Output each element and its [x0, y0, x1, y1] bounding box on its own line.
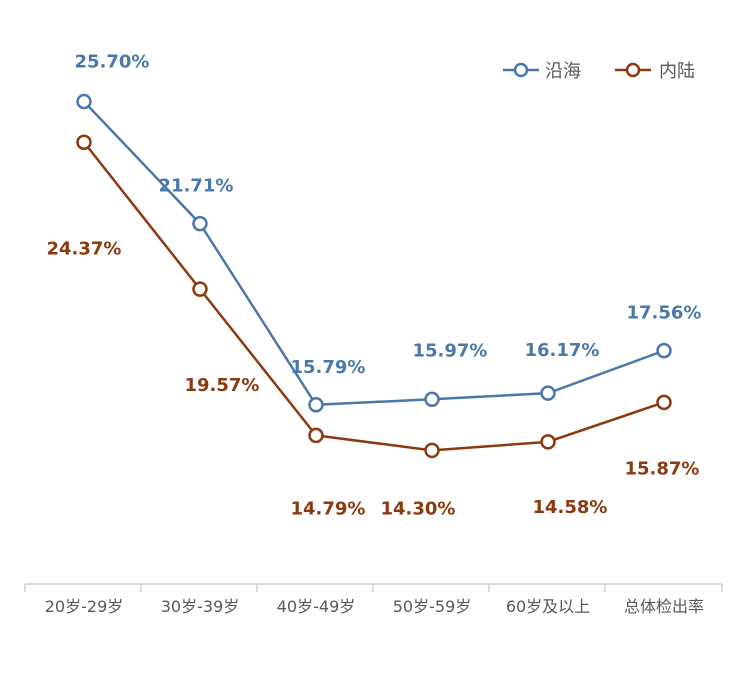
legend-label: 内陆	[659, 61, 695, 82]
x-tick-label: 30岁-39岁	[161, 597, 240, 616]
legend-marker	[625, 62, 641, 78]
data-label: 15.97%	[413, 340, 488, 361]
data-point	[308, 427, 324, 444]
data-point	[656, 342, 672, 359]
data-label: 25.70%	[75, 52, 150, 73]
legend-item-inland: 内陆	[615, 61, 695, 82]
data-label: 15.79%	[291, 357, 366, 378]
data-label: 24.37%	[47, 238, 122, 259]
data-label: 16.17%	[525, 340, 600, 361]
legend-marker	[513, 62, 529, 78]
data-point	[540, 434, 556, 450]
x-axis: 20岁-29岁 30岁-39岁 40岁-49岁 50岁-59岁 60岁及以上 总体检出率	[24, 583, 723, 616]
data-label: 14.58%	[533, 497, 608, 518]
x-tick-label: 60岁及以上	[506, 597, 590, 616]
data-point	[192, 281, 208, 297]
data-label: 17.56%	[627, 303, 702, 324]
data-point	[76, 134, 92, 151]
data-point	[76, 93, 92, 110]
series-layer	[76, 93, 672, 459]
x-tick-label: 20岁-29岁	[45, 597, 124, 616]
legend-item-coastal: 沿海	[503, 61, 581, 82]
data-point	[192, 215, 208, 232]
legend: 沿海 内陆	[503, 61, 695, 82]
data-labels: 25.70% 21.71% 15.79% 15.97% 16.17% 17.56% 24.3…	[47, 52, 702, 520]
data-label: 21.71%	[159, 176, 234, 197]
series-line-coastal	[83, 100, 665, 407]
data-point	[424, 442, 440, 459]
x-tick-label: 40岁-49岁	[277, 597, 356, 616]
x-tick-label: 总体检出率	[624, 597, 704, 616]
data-point	[424, 391, 440, 408]
data-point	[656, 394, 672, 411]
series-line-inland	[83, 141, 665, 452]
data-label: 19.57%	[185, 375, 260, 396]
legend-label: 沿海	[545, 61, 581, 82]
data-label: 15.87%	[625, 458, 700, 479]
data-label: 14.79%	[291, 498, 366, 519]
data-point	[308, 397, 324, 413]
data-label: 14.30%	[381, 498, 456, 519]
data-point	[540, 385, 556, 401]
x-tick-label: 50岁-59岁	[393, 597, 472, 616]
